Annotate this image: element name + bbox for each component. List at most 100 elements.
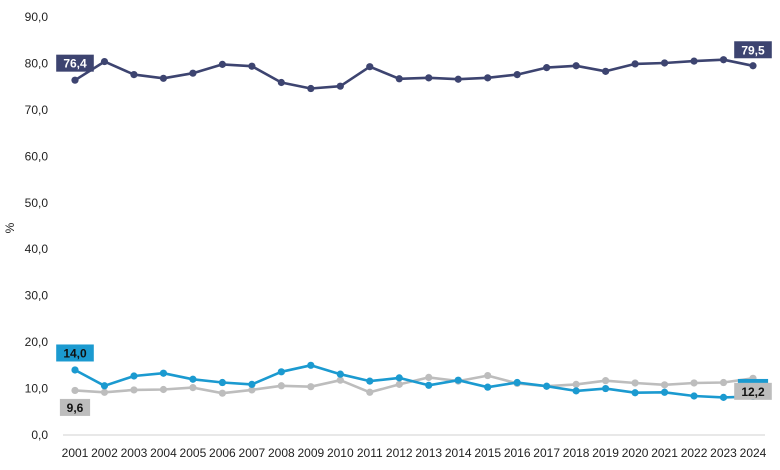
x-tick-label: 2011 xyxy=(357,446,383,460)
data-point xyxy=(277,78,285,87)
data-point xyxy=(189,384,197,392)
label-text: 12,2 xyxy=(741,385,765,399)
axes: 0,0 10,0 20,0 30,0 40,0 50,0 60,0 70,0 80,0 90,0 2… xyxy=(25,10,767,460)
start-label-series-2: 9,6 xyxy=(59,398,91,416)
x-tick-label: 2017 xyxy=(533,446,560,460)
data-point xyxy=(572,62,580,70)
series-group xyxy=(71,56,757,401)
data-point xyxy=(130,386,138,394)
series-1 xyxy=(71,361,757,401)
data-point xyxy=(484,74,492,82)
data-point xyxy=(719,393,728,401)
data-point xyxy=(660,59,669,67)
data-point xyxy=(425,381,433,389)
data-point xyxy=(366,388,374,396)
data-point xyxy=(572,380,580,388)
end-labels-group: 76,479,514,08,39,612,2 xyxy=(56,41,772,416)
y-tick-label: 80,0 xyxy=(25,56,49,70)
label-text: 76,4 xyxy=(63,57,87,71)
data-point xyxy=(336,82,344,90)
x-tick-label: 2005 xyxy=(180,446,207,460)
data-point xyxy=(248,380,256,388)
data-point xyxy=(543,382,551,390)
x-tick-label: 2007 xyxy=(239,446,266,460)
data-point xyxy=(454,75,462,83)
x-tick-label: 2024 xyxy=(740,446,767,460)
x-tick-label: 2018 xyxy=(563,446,590,460)
y-tick-label: 40,0 xyxy=(25,242,49,256)
x-tick-label: 2004 xyxy=(150,446,177,460)
data-point xyxy=(277,368,285,376)
series-line xyxy=(74,363,754,399)
data-point xyxy=(513,378,521,387)
data-point xyxy=(218,378,226,387)
data-point xyxy=(425,373,433,382)
x-tick-label: 2013 xyxy=(415,446,442,460)
x-tick-label: 2019 xyxy=(592,446,619,460)
label-text: 79,5 xyxy=(741,43,765,57)
end-label-series-2: 12,2 xyxy=(734,382,772,400)
y-tick-label: 90,0 xyxy=(25,10,49,24)
data-point xyxy=(159,385,168,394)
start-label-series-0: 76,4 xyxy=(56,54,94,72)
x-tick-label: 2012 xyxy=(386,446,413,460)
x-tick-label: 2020 xyxy=(622,446,649,460)
data-point xyxy=(100,382,109,390)
x-tick-label: 2001 xyxy=(62,446,89,460)
x-tick-label: 2010 xyxy=(327,446,354,460)
label-text: 9,6 xyxy=(67,401,84,415)
data-point xyxy=(690,379,698,387)
data-point xyxy=(71,386,79,395)
data-point xyxy=(130,70,138,79)
data-point xyxy=(100,388,109,396)
y-tick-label: 50,0 xyxy=(25,196,49,210)
data-point xyxy=(484,383,492,391)
data-point xyxy=(395,380,403,388)
label-box xyxy=(56,344,94,362)
data-point xyxy=(159,74,168,82)
data-point xyxy=(395,374,403,382)
data-point xyxy=(660,388,669,396)
x-tick-label: 2014 xyxy=(445,446,472,460)
y-tick-label: 20,0 xyxy=(25,335,49,349)
data-point xyxy=(513,70,521,79)
data-point xyxy=(277,382,285,390)
x-tick-label: 2009 xyxy=(297,446,324,460)
data-point xyxy=(749,62,757,70)
data-point xyxy=(572,387,580,395)
data-point xyxy=(454,376,462,384)
label-box xyxy=(59,398,91,416)
data-point xyxy=(543,64,551,72)
x-tick-label: 2023 xyxy=(710,446,737,460)
x-tick-label: 2021 xyxy=(651,446,678,460)
data-point xyxy=(71,366,79,374)
data-point xyxy=(425,74,433,82)
y-tick-label: 10,0 xyxy=(25,382,49,396)
x-tick-label: 2016 xyxy=(504,446,531,460)
y-tick-label: 70,0 xyxy=(25,103,49,117)
data-point xyxy=(130,372,138,380)
end-label-series-0: 79,5 xyxy=(734,41,772,59)
data-point xyxy=(307,84,315,93)
series-0 xyxy=(71,56,757,93)
series-line xyxy=(74,58,754,90)
y-tick-label: 60,0 xyxy=(25,149,49,163)
data-point xyxy=(395,75,403,83)
data-point xyxy=(307,383,315,391)
data-point xyxy=(690,392,698,400)
start-label-series-1: 14,0 xyxy=(56,344,94,362)
data-point xyxy=(660,381,669,389)
data-point xyxy=(336,376,344,384)
data-point xyxy=(248,62,256,70)
data-point xyxy=(218,60,226,68)
data-point xyxy=(631,60,639,68)
label-box xyxy=(734,382,772,400)
y-tick-label: 0,0 xyxy=(31,428,48,442)
label-text: 14,0 xyxy=(63,346,87,360)
data-point xyxy=(690,57,698,65)
data-point xyxy=(366,377,374,385)
data-point xyxy=(159,369,168,377)
label-box xyxy=(56,54,94,72)
data-point xyxy=(189,375,197,383)
